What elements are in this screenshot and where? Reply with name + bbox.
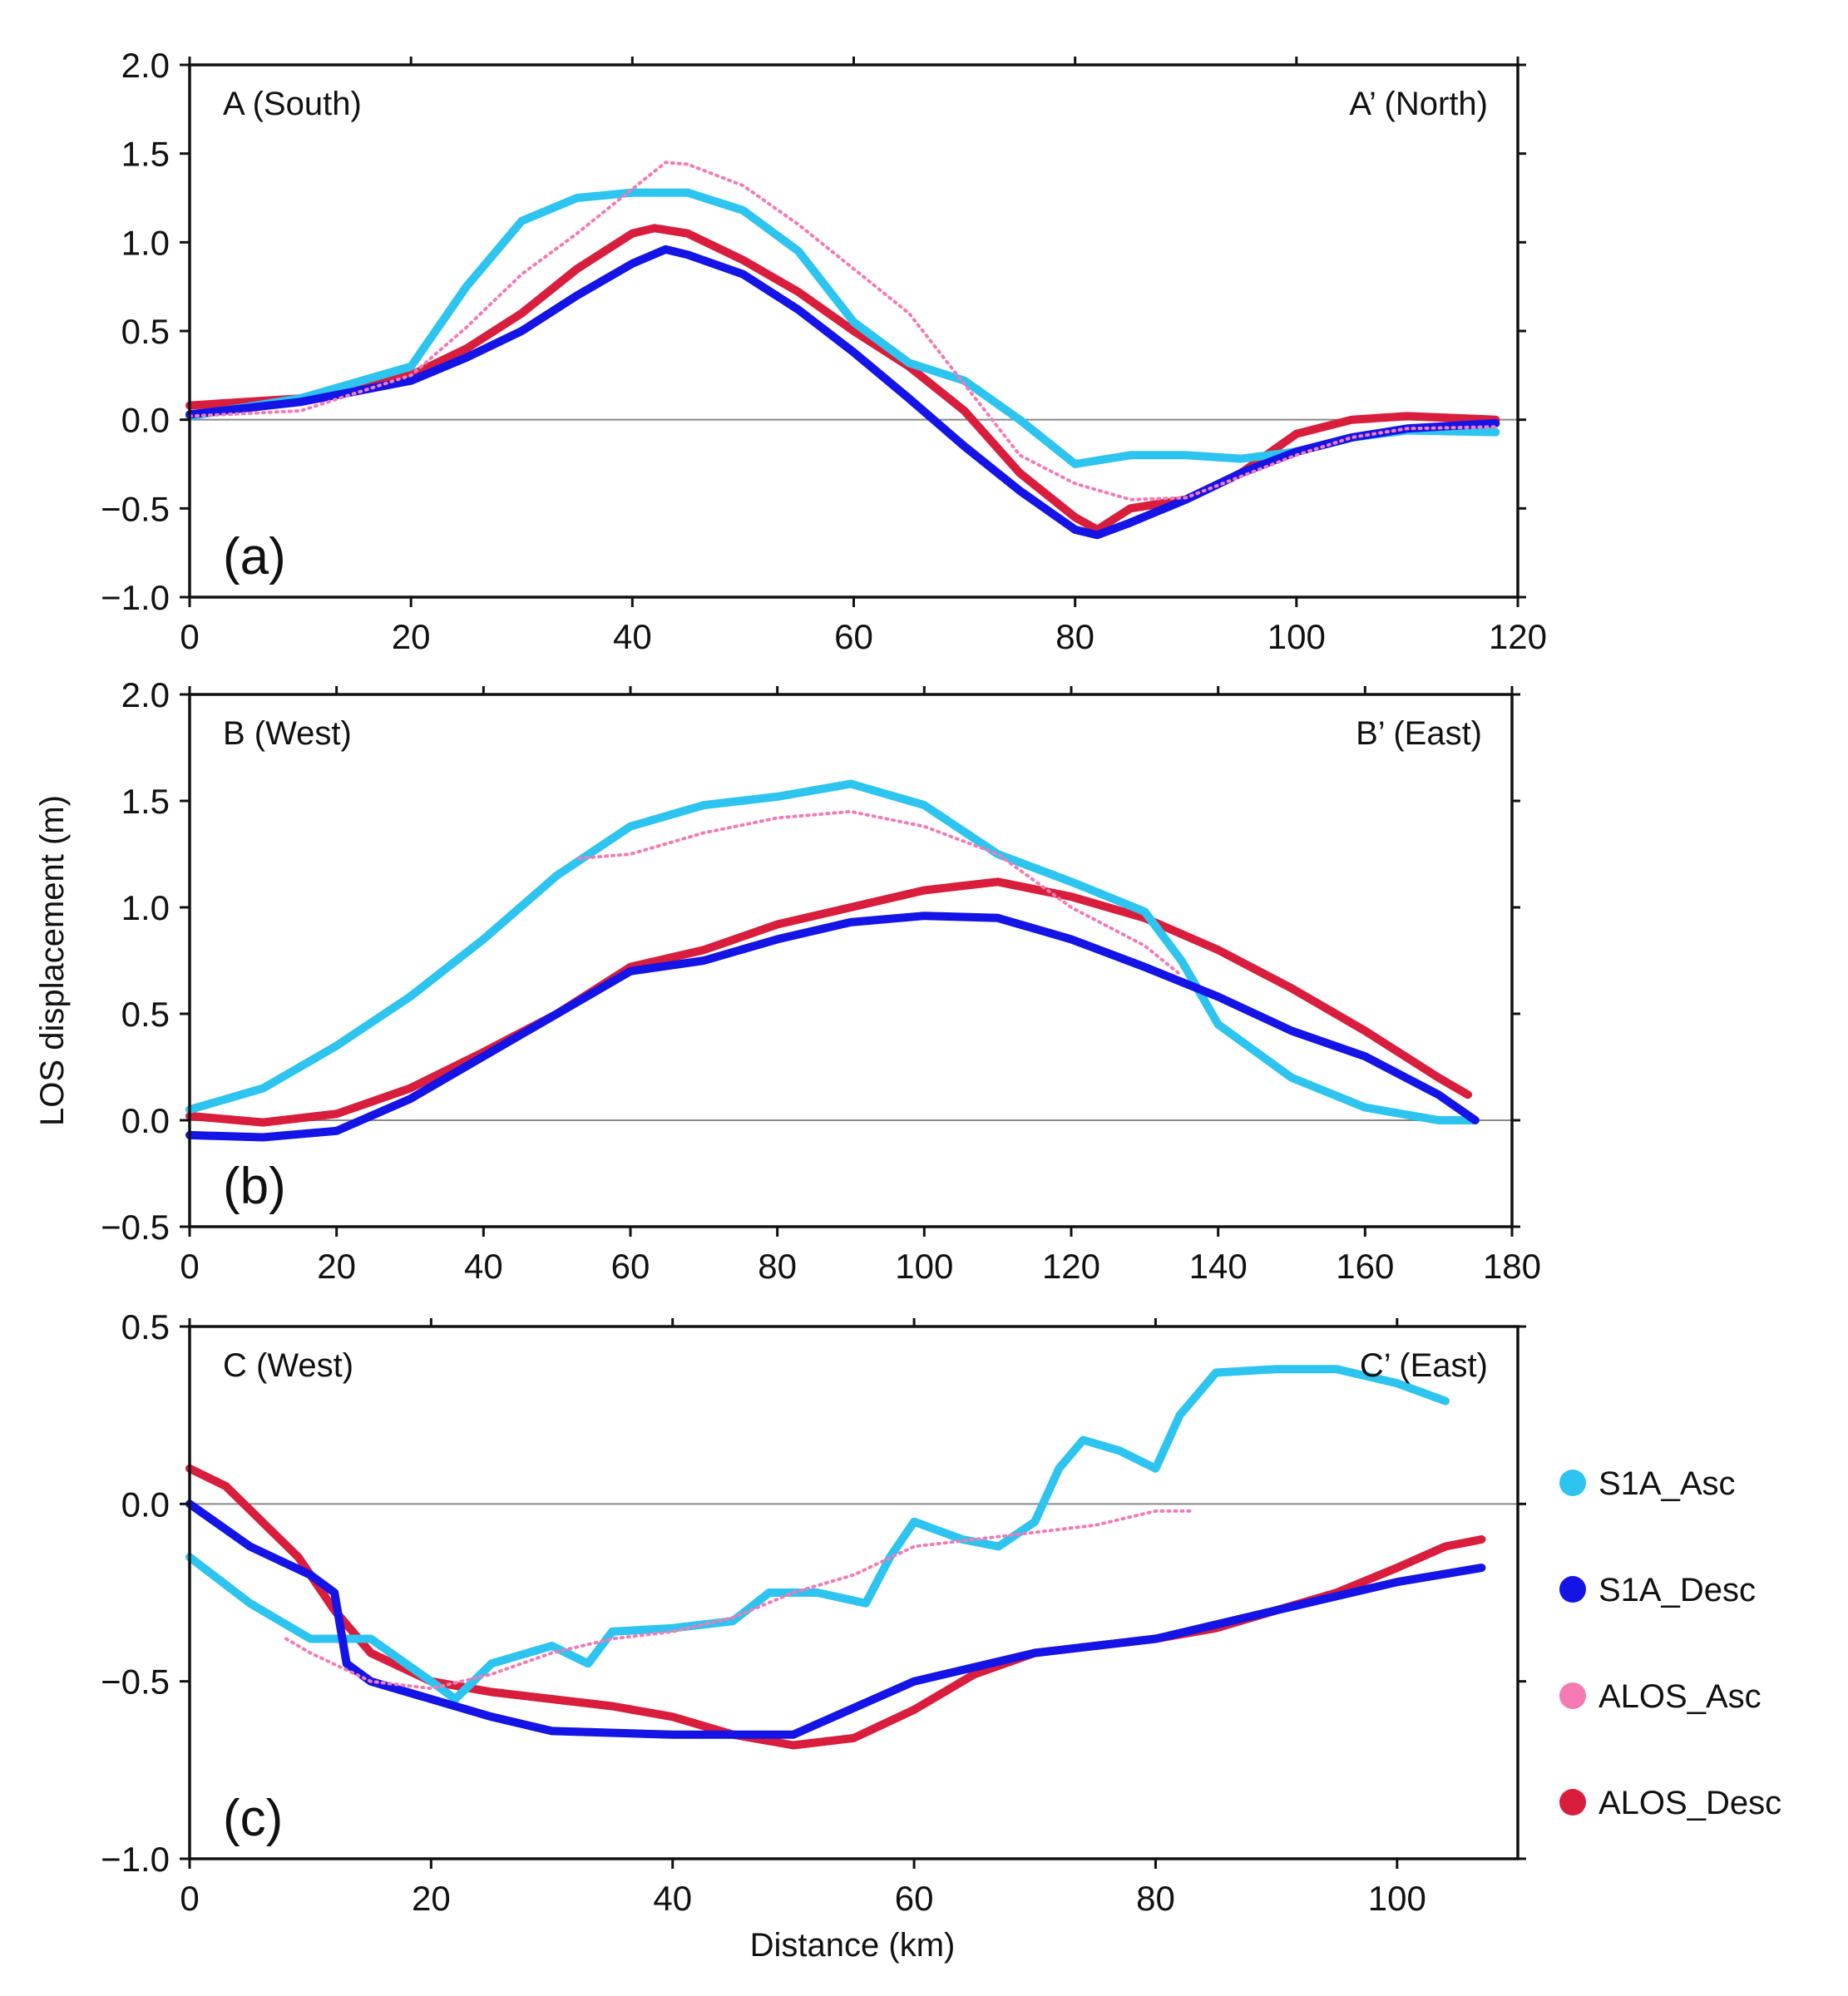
panel-a-x-tick-label: 20 — [392, 617, 431, 656]
legend-label-alos-desc: ALOS_Desc — [1598, 1785, 1781, 1821]
panel-b-x-tick-label: 60 — [611, 1247, 650, 1286]
panel-b-x-tick-label: 40 — [464, 1247, 503, 1286]
panel-a-y-tick-label: 1.5 — [121, 135, 170, 174]
panel-b-x-tick-label: 80 — [758, 1247, 797, 1286]
panel-c-frame — [188, 1325, 1519, 1860]
panel-a-x-tick-label: 100 — [1267, 617, 1326, 656]
panel-c-y-tick-label: −1.0 — [101, 1840, 170, 1879]
panel-c-x-tick-label: 20 — [412, 1879, 451, 1918]
y-axis-title: LOS displacement (m) — [34, 795, 71, 1126]
panel-c-y-tick-label: 0.0 — [121, 1485, 170, 1524]
panel-a-letter: (a) — [223, 528, 286, 585]
panel-c-left-label: C (West) — [223, 1347, 353, 1384]
legend-label-s1a-desc: S1A_Desc — [1598, 1572, 1756, 1608]
panel-c-x-tick-label: 60 — [895, 1879, 934, 1918]
panel-b-x-tick-label: 20 — [317, 1247, 356, 1286]
panel-a-x-tick-label: 40 — [613, 617, 652, 656]
panel-a-y-tick-label: 0.5 — [121, 312, 170, 351]
legend-marker-s1a-desc — [1559, 1576, 1586, 1603]
panel-b-letter: (b) — [223, 1158, 286, 1215]
panel-c-y-tick-label: −0.5 — [101, 1663, 170, 1702]
panel-b-frame — [188, 693, 1514, 1228]
panel-b-x-tick-label: 140 — [1189, 1247, 1248, 1286]
panel-a-y-tick-label: 0.0 — [121, 401, 170, 440]
panel-b-right-label: B’ (East) — [1356, 715, 1482, 752]
panel-c: 0 20 40 60 80 100 0.5 0.0 −0.5 −1.0 C (West) C’ (Ea… — [101, 1307, 1526, 1918]
legend-marker-s1a-asc — [1559, 1470, 1586, 1496]
legend-label-alos-asc: ALOS_Asc — [1598, 1678, 1762, 1715]
panel-c-y-tick-label: 0.5 — [121, 1307, 170, 1346]
panel-b-series-alos-asc — [577, 809, 1183, 977]
panel-c-letter: (c) — [223, 1790, 283, 1847]
panel-b-x-tick-label: 120 — [1042, 1247, 1100, 1286]
panel-c-x-tick-label: 100 — [1368, 1879, 1426, 1918]
panel-b-y-tick-label: 0.5 — [121, 995, 170, 1034]
panel-b-left-label: B (West) — [223, 715, 352, 752]
panel-c-series-alos-asc — [284, 1509, 1193, 1691]
panel-b-x-tick-label: 180 — [1483, 1247, 1541, 1286]
panel-b-y-tick-label: 1.0 — [121, 888, 170, 927]
panel-a-y-tick-label: 1.0 — [121, 223, 170, 262]
legend-label-s1a-asc: S1A_Asc — [1598, 1465, 1736, 1502]
panel-b-series-alos-desc — [185, 877, 1472, 1127]
panel-c-x-tick-label: 0 — [180, 1879, 199, 1918]
panel-c-series-s1a-desc — [185, 1499, 1486, 1739]
panel-a-y-tick-label: 2.0 — [121, 46, 170, 85]
panel-a-left-label: A (South) — [223, 86, 362, 122]
panel-b: 0 20 40 60 80 100 120 140 160 180 2.0 1.5 1.0 0.5 0.0 −… — [101, 675, 1541, 1286]
legend: S1A_Asc S1A_Desc ALOS_Asc ALOS_Desc — [1559, 1465, 1781, 1821]
panel-c-x-tick-label: 40 — [653, 1879, 692, 1918]
panel-b-x-tick-label: 0 — [180, 1247, 199, 1286]
panel-a: 0 20 40 60 80 100 120 2.0 1.5 1.0 0.5 0.0 −0.5 −1.0 A … — [101, 46, 1547, 656]
panel-a-series-s1a-asc — [185, 188, 1500, 468]
panel-b-y-tick-label: 0.0 — [121, 1101, 170, 1140]
legend-marker-alos-asc — [1559, 1682, 1586, 1709]
panel-c-right-label: C’ (East) — [1360, 1347, 1488, 1384]
panel-a-series-alos-asc — [188, 161, 1498, 501]
panel-b-y-tick-label: −0.5 — [101, 1208, 170, 1247]
panel-c-series-s1a-asc — [185, 1365, 1450, 1703]
panel-b-series-s1a-desc — [185, 912, 1480, 1142]
panel-b-x-tick-label: 100 — [895, 1247, 953, 1286]
panel-c-x-tick-label: 80 — [1136, 1879, 1175, 1918]
panel-b-y-tick-label: 1.5 — [121, 782, 170, 821]
panel-a-x-tick-label: 120 — [1489, 617, 1547, 656]
panel-b-y-tick-label: 2.0 — [121, 675, 170, 714]
panel-b-x-tick-label: 160 — [1336, 1247, 1394, 1286]
panel-a-x-tick-label: 60 — [834, 617, 873, 656]
panel-b-series-s1a-asc — [185, 779, 1480, 1124]
panel-a-y-tick-label: −0.5 — [101, 489, 170, 528]
panel-a-x-tick-label: 80 — [1055, 617, 1094, 656]
panel-a-x-tick-label: 0 — [180, 617, 199, 656]
panel-a-series-s1a-desc — [185, 245, 1500, 540]
panel-a-right-label: A’ (North) — [1349, 86, 1488, 122]
panel-a-y-tick-label: −1.0 — [101, 578, 170, 617]
x-axis-title: Distance (km) — [750, 1927, 956, 1964]
legend-marker-alos-desc — [1559, 1789, 1586, 1816]
panel-a-series-alos-desc — [185, 224, 1500, 534]
